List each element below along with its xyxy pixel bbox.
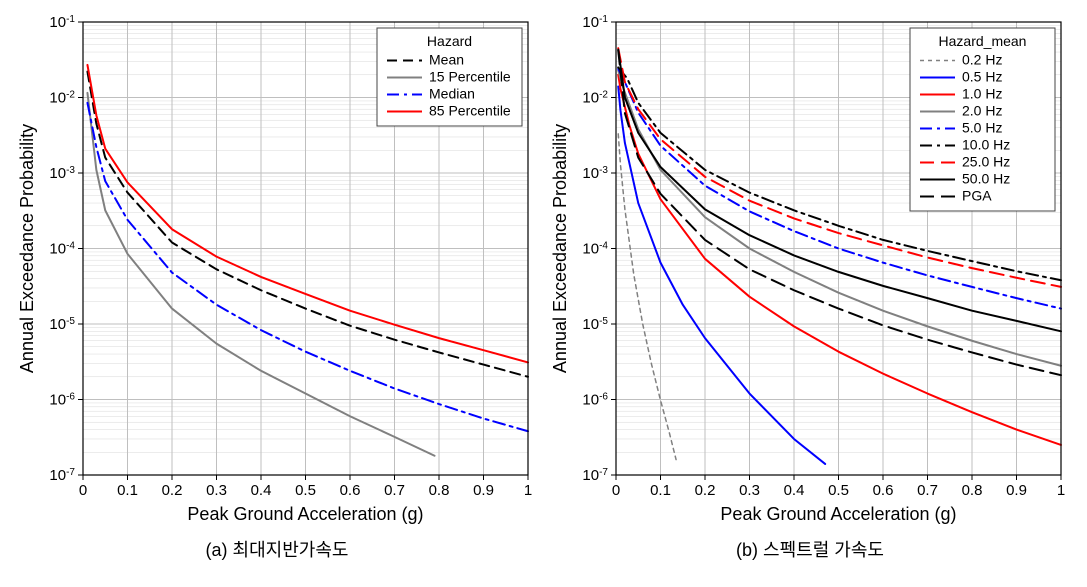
svg-text:0.9: 0.9 <box>473 482 494 499</box>
svg-text:0.9: 0.9 <box>1006 482 1027 499</box>
svg-text:10-5: 10-5 <box>49 316 75 334</box>
svg-text:0.5: 0.5 <box>295 482 316 499</box>
svg-text:10-5: 10-5 <box>582 316 608 334</box>
svg-text:10-1: 10-1 <box>49 14 75 32</box>
panel-b: 0 0.1 0.2 0.3 0.4 0.5 0.6 0.7 0.8 0.9 1 10-1 10-2 10-… <box>548 10 1073 562</box>
svg-text:Annual Exceedance Probability: Annual Exceedance Probability <box>550 124 570 373</box>
svg-text:10.0 Hz: 10.0 Hz <box>962 137 1010 153</box>
svg-text:0.6: 0.6 <box>339 482 360 499</box>
svg-text:0.2: 0.2 <box>694 482 715 499</box>
panel-a: 0 0.1 0.2 0.3 0.4 0.5 0.6 0.7 0.8 0.9 1 10-1 10-2 10-… <box>15 10 540 562</box>
svg-text:0.1: 0.1 <box>650 482 671 499</box>
svg-text:10-4: 10-4 <box>49 240 75 258</box>
svg-text:85 Percentile: 85 Percentile <box>429 103 511 119</box>
svg-text:10-7: 10-7 <box>49 467 75 485</box>
svg-text:0.5 Hz: 0.5 Hz <box>962 69 1002 85</box>
plot-b-box: 0 0.1 0.2 0.3 0.4 0.5 0.6 0.7 0.8 0.9 1 10-1 10-2 10-… <box>548 10 1073 530</box>
svg-text:0: 0 <box>78 482 86 499</box>
svg-text:Median: Median <box>429 86 475 102</box>
svg-text:Peak Ground Acceleration (g): Peak Ground Acceleration (g) <box>187 504 423 524</box>
svg-text:0.4: 0.4 <box>783 482 804 499</box>
plot-a-svg: 0 0.1 0.2 0.3 0.4 0.5 0.6 0.7 0.8 0.9 1 10-1 10-2 10-… <box>15 10 540 530</box>
svg-text:PGA: PGA <box>962 188 992 204</box>
svg-text:Mean: Mean <box>429 52 464 68</box>
svg-text:0.2: 0.2 <box>161 482 182 499</box>
svg-text:10-7: 10-7 <box>582 467 608 485</box>
svg-text:0: 0 <box>611 482 619 499</box>
svg-text:0.8: 0.8 <box>961 482 982 499</box>
svg-text:0.8: 0.8 <box>428 482 449 499</box>
svg-text:Hazard: Hazard <box>426 33 471 49</box>
svg-text:0.4: 0.4 <box>250 482 271 499</box>
svg-text:0.1: 0.1 <box>117 482 138 499</box>
svg-text:15 Percentile: 15 Percentile <box>429 69 511 85</box>
svg-text:Hazard_mean: Hazard_mean <box>938 33 1026 49</box>
svg-text:10-3: 10-3 <box>49 165 75 183</box>
svg-text:10-2: 10-2 <box>582 89 608 107</box>
svg-text:0.6: 0.6 <box>872 482 893 499</box>
svg-text:0.5: 0.5 <box>828 482 849 499</box>
svg-text:50.0 Hz: 50.0 Hz <box>962 171 1010 187</box>
svg-text:0.2 Hz: 0.2 Hz <box>962 52 1002 68</box>
svg-text:0.3: 0.3 <box>739 482 760 499</box>
svg-text:1: 1 <box>523 482 531 499</box>
svg-text:0.3: 0.3 <box>206 482 227 499</box>
svg-text:10-4: 10-4 <box>582 240 608 258</box>
plot-b-svg: 0 0.1 0.2 0.3 0.4 0.5 0.6 0.7 0.8 0.9 1 10-1 10-2 10-… <box>548 10 1073 530</box>
svg-text:10-6: 10-6 <box>49 391 75 409</box>
svg-text:Peak Ground Acceleration (g): Peak Ground Acceleration (g) <box>720 504 956 524</box>
svg-text:0.7: 0.7 <box>917 482 938 499</box>
svg-text:Annual Exceedance Probability: Annual Exceedance Probability <box>17 124 37 373</box>
svg-text:1: 1 <box>1056 482 1064 499</box>
svg-text:1.0 Hz: 1.0 Hz <box>962 86 1002 102</box>
svg-text:10-2: 10-2 <box>49 89 75 107</box>
svg-text:10-6: 10-6 <box>582 391 608 409</box>
svg-text:10-1: 10-1 <box>582 14 608 32</box>
figure-container: 0 0.1 0.2 0.3 0.4 0.5 0.6 0.7 0.8 0.9 1 10-1 10-2 10-… <box>10 10 1077 562</box>
svg-text:25.0 Hz: 25.0 Hz <box>962 154 1010 170</box>
caption-b: (b) 스펙트럴 가속도 <box>736 536 884 562</box>
plot-a-box: 0 0.1 0.2 0.3 0.4 0.5 0.6 0.7 0.8 0.9 1 10-1 10-2 10-… <box>15 10 540 530</box>
svg-text:5.0 Hz: 5.0 Hz <box>962 120 1002 136</box>
svg-text:10-3: 10-3 <box>582 165 608 183</box>
svg-text:2.0 Hz: 2.0 Hz <box>962 103 1002 119</box>
caption-a: (a) 최대지반가속도 <box>206 536 349 562</box>
svg-text:0.7: 0.7 <box>384 482 405 499</box>
